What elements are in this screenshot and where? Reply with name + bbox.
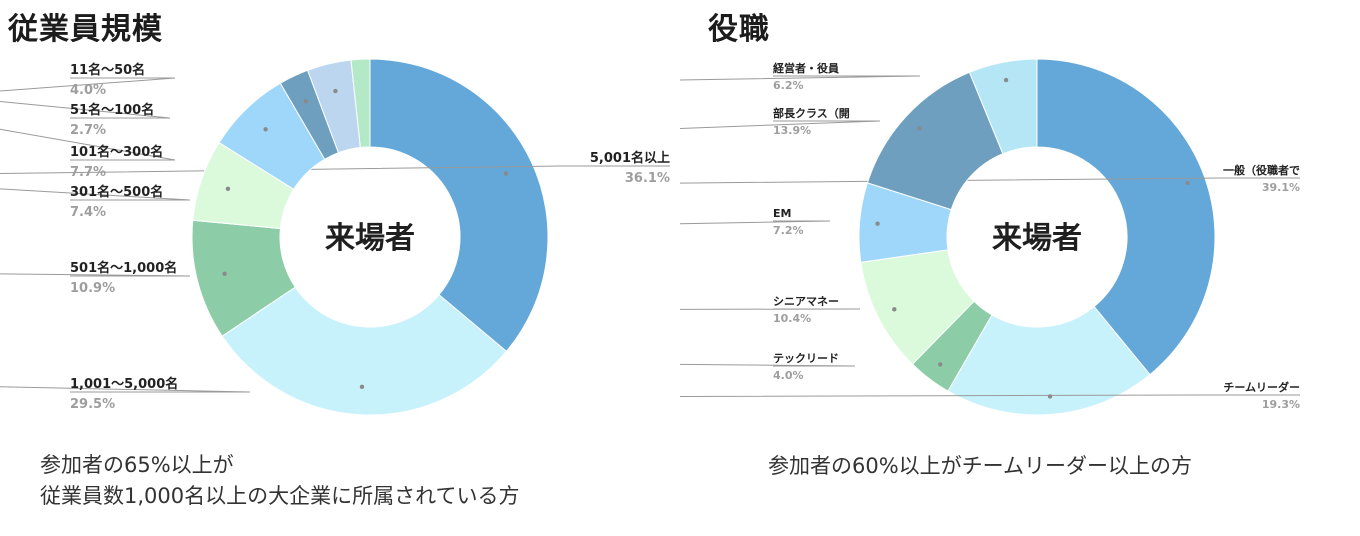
left-caption: 参加者の65%以上が 従業員数1,000名以上の大企業に所属されている方 [40, 450, 520, 512]
position-leader-dot-6 [1003, 77, 1009, 83]
right-chart-title: 役職 [708, 12, 770, 47]
position-leader-dot-5 [917, 126, 922, 131]
position-slice-0 [1036, 58, 1216, 376]
position-donut-chart: 一般（役職者で 39.1% チームリーダー 19.3% テックリード 4.0% シニアマネー… [680, 58, 1300, 416]
position-label-3: シニアマネー [773, 295, 839, 308]
position-label-4: EM [773, 207, 791, 220]
right-caption-line-1: 参加者の60%以上がチームリーダー以上の方 [768, 454, 1193, 478]
employee-leader-dot-5 [303, 99, 308, 104]
employee-value-6: 4.0% [70, 83, 106, 98]
employee-label-2: 501名〜1,000名 [70, 260, 177, 276]
left-caption-line-2: 従業員数1,000名以上の大企業に所属されている方 [40, 484, 520, 508]
employee-label-3: 301名〜500名 [70, 184, 163, 200]
employee-value-5: 2.7% [70, 123, 106, 138]
employee-leader-4 [0, 128, 176, 161]
position-leader-0 [680, 177, 1300, 184]
position-leader-5 [680, 120, 881, 129]
position-value-1: 19.3% [1262, 398, 1300, 411]
employee-slice-7 [350, 58, 371, 149]
position-slice-1 [947, 305, 1151, 416]
position-leader-2 [680, 363, 856, 367]
employee-leader-3 [0, 188, 191, 201]
position-label-6: 経営者・役員 [773, 61, 839, 75]
left-caption-line-1: 参加者の65%以上が [40, 453, 234, 477]
position-label-5: 部長クラス（開 [773, 106, 850, 120]
employee-label-6: 11名〜50名 [70, 62, 145, 78]
employee-size-donut-chart: 5,001名以上 36.1% 1,001〜5,000名 29.5% 501名〜1,000… [0, 58, 670, 416]
position-slice-6 [968, 58, 1038, 155]
employee-label-1: 1,001〜5,000名 [70, 376, 178, 392]
position-value-6: 6.2% [773, 79, 804, 92]
position-value-4: 7.2% [773, 224, 804, 237]
employee-label-4: 101名〜300名 [70, 144, 163, 160]
position-leader-4 [680, 220, 831, 225]
left-chart-title: 従業員規模 [8, 12, 163, 47]
position-label-0: 一般（役職者で [1223, 163, 1300, 177]
employee-leader-dot-2 [222, 271, 227, 277]
employee-slice-1 [221, 286, 508, 416]
employee-value-4: 7.7% [70, 165, 106, 180]
position-leader-dot-3 [892, 307, 897, 312]
right-caption: 参加者の60%以上がチームリーダー以上の方 [768, 451, 1192, 482]
employee-value-1: 29.5% [70, 397, 115, 412]
position-value-2: 4.0% [773, 369, 804, 382]
position-leader-dot-0 [1185, 180, 1190, 186]
employee-value-2: 10.9% [70, 281, 115, 296]
position-value-0: 39.1% [1262, 181, 1300, 194]
employee-leader-dot-0 [503, 171, 509, 176]
employee-center-label: 来場者 [325, 221, 415, 256]
employee-label-0: 5,001名以上 [590, 150, 670, 166]
employee-slice-0 [369, 58, 549, 353]
employee-leader-6 [0, 77, 176, 92]
position-label-2: テックリード [773, 352, 839, 365]
position-leader-6 [680, 75, 921, 81]
employee-leader-5 [0, 100, 171, 119]
position-leader-dot-2 [938, 362, 943, 367]
employee-leader-dot-6 [333, 88, 338, 94]
position-leader-dot-4 [875, 221, 880, 226]
employee-leader-1 [0, 386, 251, 393]
employee-leader-dot-3 [225, 186, 231, 192]
employee-label-5: 51名〜100名 [70, 102, 154, 118]
employee-value-0: 36.1% [625, 171, 670, 186]
position-leader-1 [680, 394, 1300, 397]
employee-leader-dot-4 [263, 127, 268, 132]
position-value-5: 13.9% [773, 124, 811, 137]
employee-leader-2 [0, 273, 191, 277]
position-value-3: 10.4% [773, 312, 811, 325]
employee-leader-dot-1 [359, 384, 365, 389]
employee-leader-0 [0, 165, 670, 175]
position-leader-dot-1 [1047, 394, 1053, 399]
position-label-1: チームリーダー [1223, 380, 1300, 394]
position-center-label: 来場者 [992, 221, 1082, 256]
employee-value-3: 7.4% [70, 205, 106, 220]
